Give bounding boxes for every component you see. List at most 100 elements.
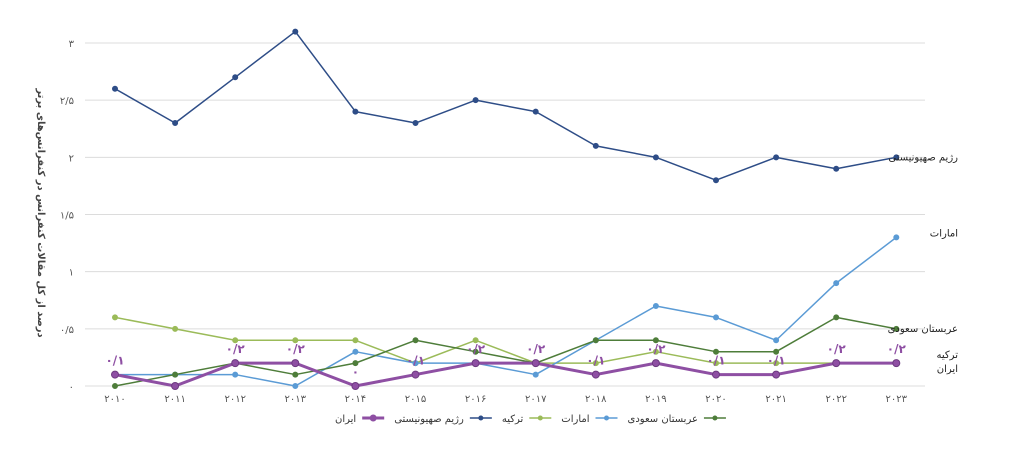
data-label: ۰/۲	[646, 342, 666, 356]
y-tick-label: ۱/۵	[60, 211, 74, 222]
data-label: ۰/۲	[466, 342, 486, 356]
data-point	[112, 383, 118, 389]
series-end-label: امارات	[930, 228, 958, 239]
label-layer: ۰/۱ ۰/۲ ۰/۲ ۰ ۰/۱ ۰/۲ ۰/۲ ۰/۱ ۰/۲ ۰/۱ ۰/۱ ۰/۲ ۰/۲ ایر…	[105, 152, 958, 379]
data-point	[351, 382, 360, 390]
data-point	[652, 302, 659, 309]
data-point	[292, 383, 299, 389]
data-point	[231, 359, 240, 368]
data-point	[112, 314, 118, 321]
data-point	[652, 348, 659, 355]
data-point	[892, 359, 901, 368]
data-point	[713, 348, 719, 355]
x-tick-label: ۲۰۱۶	[465, 394, 486, 405]
series-layer	[111, 28, 901, 390]
y-tick-label: ۲	[69, 153, 74, 164]
data-point	[893, 234, 900, 241]
data-point	[833, 314, 840, 321]
data-point	[472, 337, 479, 344]
legend-marker	[537, 415, 543, 421]
data-label: ۰/۲	[226, 342, 246, 356]
data-point	[472, 97, 479, 104]
data-label: ۰	[352, 365, 359, 379]
data-label: ۰/۲	[286, 342, 306, 356]
x-tick-label: ۲۰۱۷	[525, 394, 547, 405]
data-point	[532, 108, 539, 115]
legend-label: ترکیه	[502, 414, 524, 425]
legend-label: عربستان سعودی	[628, 414, 698, 425]
data-label: ۰/۱	[767, 354, 786, 368]
data-point	[531, 359, 540, 368]
data-point	[833, 280, 840, 287]
data-point	[713, 314, 719, 321]
y-tick-label: ۰/۵	[60, 325, 74, 336]
y-tick-label: ۳	[69, 39, 75, 50]
data-label: ۰/۲	[827, 342, 847, 356]
series-end-label: ترکیه	[937, 350, 959, 361]
x-tick-label: ۲۰۱۰	[104, 394, 125, 405]
series-end-label: رژیم صهیونیستی	[888, 152, 958, 163]
data-point	[352, 108, 359, 115]
data-point	[713, 360, 719, 367]
legend-marker	[369, 414, 377, 422]
series-line	[114, 316, 897, 387]
data-point	[652, 154, 659, 161]
series-line	[115, 236, 897, 387]
data-point	[292, 28, 299, 35]
data-point	[412, 360, 419, 367]
data-point	[171, 382, 180, 390]
data-point	[412, 120, 419, 127]
series-end-label: ایران	[937, 364, 958, 375]
data-point	[232, 74, 239, 81]
data-point	[712, 370, 720, 379]
data-point	[232, 337, 239, 344]
axis-layer: ۰ ۰/۵ ۱ ۱/۵ ۲ ۲/۵ ۳ ۲۰۱۰ ۲۰۱۱ ۲۰۱۲ ۲۰۱۳ ۲۰۱۴ ۲۰۱۵ ۲۰۱…	[60, 39, 908, 405]
data-point	[292, 337, 299, 344]
data-point	[772, 370, 781, 379]
data-point	[352, 337, 359, 344]
data-point	[532, 371, 539, 378]
legend-label: رژیم صهیونیستی	[394, 414, 464, 425]
data-point	[592, 142, 599, 149]
data-point	[713, 177, 719, 184]
data-point	[592, 360, 599, 367]
x-tick-label: ۲۰۲۱	[765, 394, 786, 405]
legend-marker	[478, 415, 484, 421]
legend-label: امارات	[561, 414, 589, 425]
data-point	[471, 359, 480, 368]
data-point	[893, 325, 900, 332]
y-axis-title: درصد از کل مقالات کنفرانس در کنفرانس‌های…	[35, 87, 46, 337]
x-tick-label: ۲۰۱۹	[645, 394, 666, 405]
data-point	[232, 371, 239, 378]
legend-marker	[604, 415, 609, 421]
series-end-label: عربستان سعودی	[888, 324, 958, 335]
data-point	[773, 348, 780, 355]
data-point	[893, 154, 900, 161]
x-tick-label: ۲۰۱۴	[345, 394, 366, 405]
data-label: ۰/۱	[406, 354, 425, 368]
data-point	[172, 120, 179, 127]
data-point	[411, 370, 420, 379]
data-point	[472, 348, 479, 355]
data-label: ۰/۲	[887, 342, 907, 356]
x-tick-label: ۲۰۱۸	[585, 394, 607, 405]
series-line	[114, 316, 897, 364]
data-label: ۰/۱	[706, 354, 725, 368]
series-line	[114, 361, 897, 388]
data-point	[773, 360, 780, 367]
data-label: ۰/۱	[105, 354, 124, 368]
x-tick-label: ۲۰۲۳	[886, 394, 908, 405]
data-point	[652, 337, 659, 344]
data-point	[412, 337, 419, 344]
data-point	[833, 165, 840, 172]
data-point	[591, 370, 600, 379]
data-point	[352, 348, 359, 355]
grid-layer	[85, 42, 925, 387]
legend-label: ایران	[335, 414, 356, 425]
data-point	[352, 360, 359, 367]
legend-marker	[712, 415, 718, 421]
data-label: ۰/۱	[586, 354, 605, 368]
data-point	[832, 359, 841, 368]
